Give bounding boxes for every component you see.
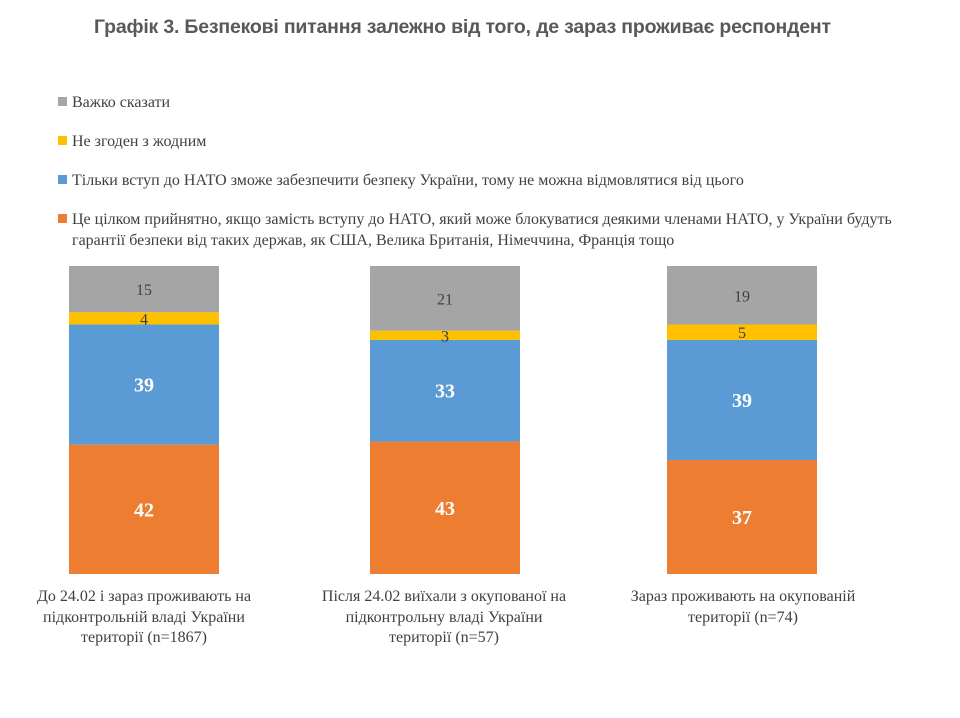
category-label-line: До 24.02 і зараз проживають на xyxy=(36,588,252,605)
bar-segment xyxy=(69,324,219,445)
category-label: Зараз проживають на окупованій території… xyxy=(598,587,888,628)
category-label-line: Після 24.02 виїхали з окупованої на xyxy=(321,588,567,605)
data-label: 42 xyxy=(134,499,154,521)
data-label: 3 xyxy=(441,328,449,345)
legend-label: Це цілком прийнятно, якщо замість вступу… xyxy=(72,211,892,249)
legend-item-hard-to-say: Важко сказати xyxy=(58,92,170,113)
legend-label: Тільки вступ до НАТО зможе забезпечити б… xyxy=(72,172,744,189)
legend-swatch xyxy=(58,214,67,223)
data-label: 21 xyxy=(437,291,453,308)
data-label: 39 xyxy=(732,390,752,412)
bar-segment xyxy=(370,266,520,331)
bar-segment xyxy=(667,266,817,325)
legend-item-disagree: Не згоден з жодним xyxy=(58,131,206,152)
data-label: 39 xyxy=(134,375,154,397)
bar-segment xyxy=(370,441,520,574)
category-label-line: території (n=1867) xyxy=(80,629,207,646)
category-label-line: підконтрольній владі України xyxy=(43,608,245,626)
legend-item-guarantees: Це цілком прийнятно, якщо замість вступу… xyxy=(58,209,898,251)
data-label: 37 xyxy=(732,507,752,529)
legend-swatch xyxy=(58,175,67,184)
category-label: До 24.02 і зараз проживають на підконтро… xyxy=(0,587,289,649)
bar-segment xyxy=(69,266,219,313)
category-label: Після 24.02 виїхали з окупованої на підк… xyxy=(299,587,589,649)
data-label: 5 xyxy=(738,325,746,342)
legend-swatch xyxy=(58,97,67,106)
data-label: 4 xyxy=(140,311,148,328)
data-label: 15 xyxy=(136,282,152,299)
category-label-line: території (n=74) xyxy=(687,608,798,626)
data-label: 33 xyxy=(435,381,455,403)
category-label-line: території (n=57) xyxy=(388,629,499,646)
bar-stack: 37 39 5 19 xyxy=(667,266,817,574)
category-label-line: Зараз проживають на окупованій xyxy=(630,588,856,605)
data-label: 19 xyxy=(734,288,750,305)
legend-label: Важко сказати xyxy=(72,94,171,111)
data-label: 43 xyxy=(435,498,455,520)
legend-swatch xyxy=(58,136,67,145)
legend-item-nato-only: Тільки вступ до НАТО зможе забезпечити б… xyxy=(58,170,744,191)
bar-segment xyxy=(667,324,817,340)
bar-segment xyxy=(370,330,520,340)
bar-stack: 42 39 4 15 xyxy=(69,266,219,574)
bar-segment xyxy=(69,444,219,574)
bar-segment xyxy=(667,460,817,574)
bar-segment xyxy=(370,339,520,442)
bar-segment xyxy=(667,339,817,461)
chart-title: Графік 3. Безпекові питання залежно від … xyxy=(94,16,831,38)
legend-label: Не згоден з жодним xyxy=(72,133,207,150)
bar-segment xyxy=(69,312,219,325)
category-label-line: підконтрольну владі України xyxy=(345,608,543,626)
